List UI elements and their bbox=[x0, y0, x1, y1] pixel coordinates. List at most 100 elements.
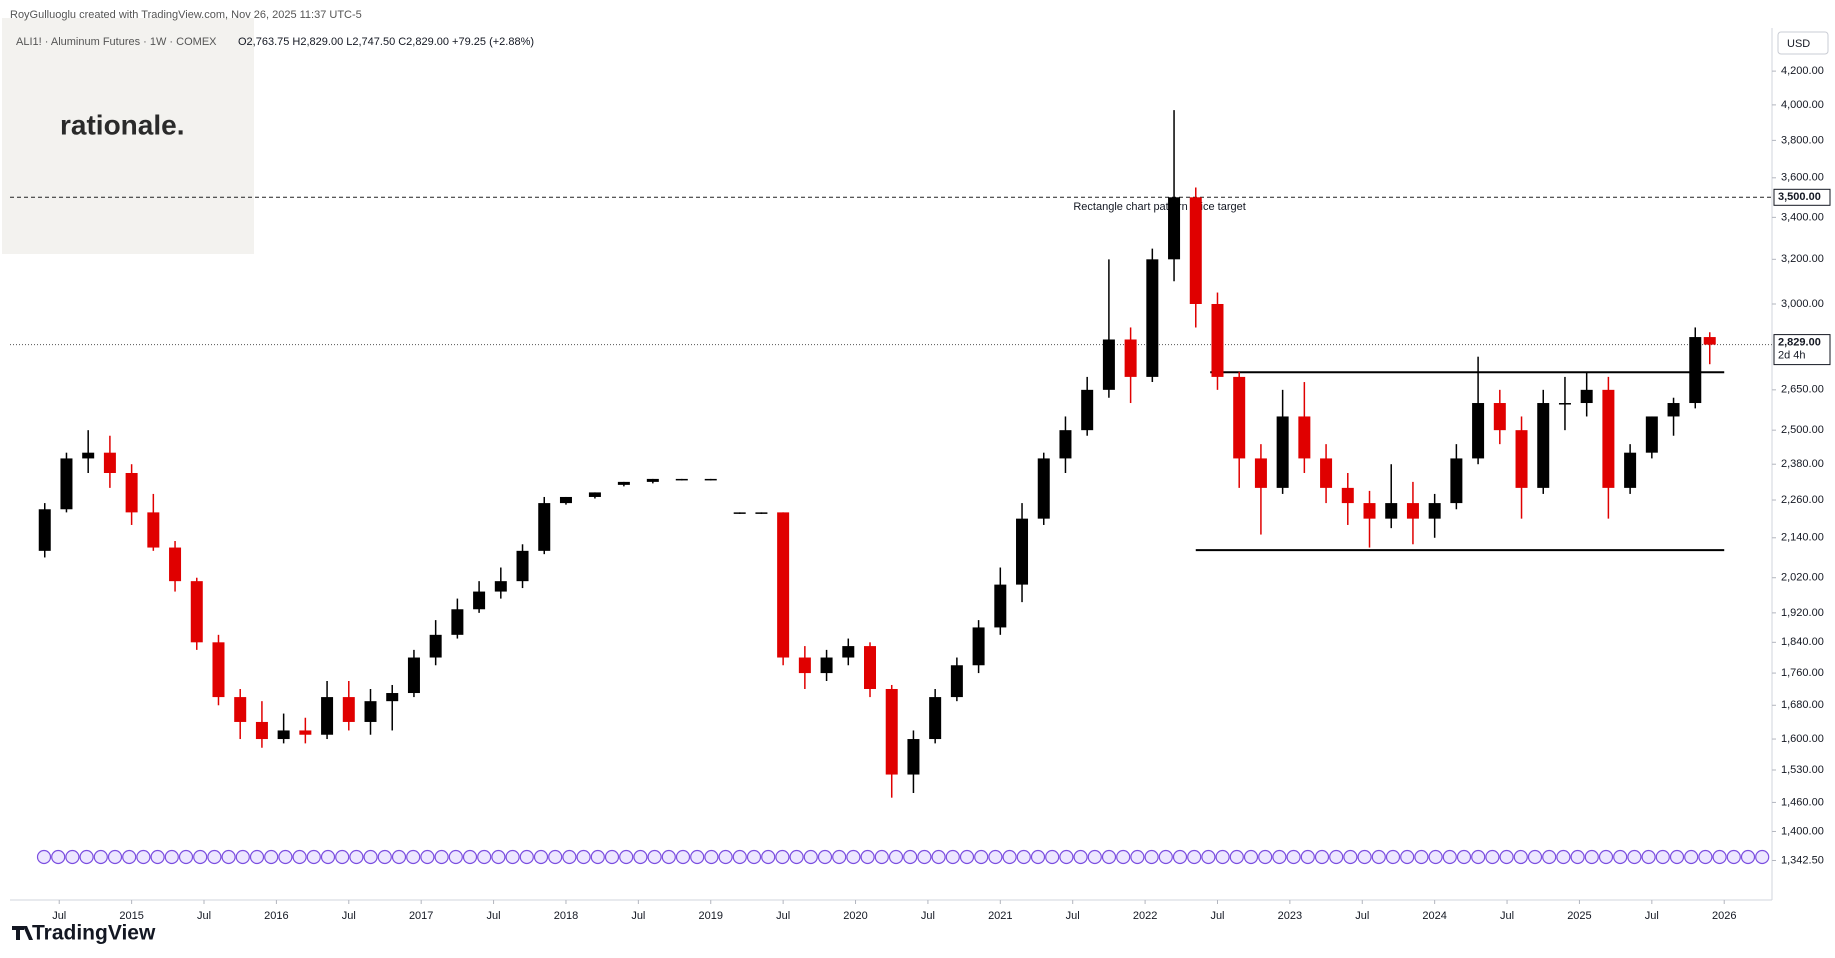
event-icon bbox=[1527, 849, 1543, 865]
event-icon bbox=[363, 849, 378, 865]
x-tick-label: 2018 bbox=[554, 910, 578, 922]
event-icon bbox=[1059, 849, 1074, 865]
candle-body bbox=[103, 452, 116, 473]
event-icon bbox=[377, 849, 392, 865]
candle-body bbox=[299, 730, 312, 735]
event-icon bbox=[420, 849, 435, 865]
y-tick-label: 3,400.00 bbox=[1781, 211, 1824, 223]
candle-body bbox=[277, 730, 290, 740]
x-tick-label: Jul bbox=[197, 910, 211, 922]
candle-body bbox=[234, 697, 247, 722]
event-icon bbox=[406, 849, 421, 865]
event-icon bbox=[1712, 849, 1727, 865]
event-icon bbox=[235, 849, 250, 865]
candle-body bbox=[885, 688, 898, 775]
candle-body bbox=[386, 693, 399, 702]
event-icon bbox=[448, 849, 463, 865]
event-icon bbox=[590, 849, 605, 865]
event-icon bbox=[491, 849, 506, 865]
event-icon bbox=[1101, 849, 1117, 865]
event-icon bbox=[292, 849, 307, 865]
candle-body bbox=[1689, 337, 1702, 404]
candle-body bbox=[147, 512, 160, 548]
event-icon bbox=[1258, 849, 1273, 865]
y-tick-label: 2,020.00 bbox=[1781, 572, 1824, 584]
event-icon bbox=[988, 849, 1003, 865]
candle-body bbox=[929, 697, 942, 740]
x-tick-label: Jul bbox=[631, 910, 645, 922]
last-price-label: 2,829.00 bbox=[1778, 337, 1821, 349]
x-tick-label: Jul bbox=[1645, 910, 1659, 922]
candle-body bbox=[1254, 458, 1267, 488]
credit: RoyGulluoglu created with TradingView.co… bbox=[10, 9, 362, 21]
event-icon bbox=[576, 849, 591, 865]
event-icon bbox=[1329, 849, 1344, 865]
candle-body bbox=[364, 701, 377, 722]
x-tick-label: Jul bbox=[1210, 910, 1224, 922]
candle-body bbox=[1189, 197, 1202, 304]
candle-body bbox=[617, 481, 630, 485]
candle-body bbox=[559, 496, 572, 504]
event-icon bbox=[1513, 849, 1528, 865]
y-tick-label: 1,680.00 bbox=[1781, 699, 1824, 711]
y-tick-label: 3,200.00 bbox=[1781, 253, 1824, 265]
event-icon bbox=[249, 849, 265, 865]
x-tick-label: Jul bbox=[1066, 910, 1080, 922]
currency-box[interactable] bbox=[1777, 31, 1829, 55]
candle-body bbox=[1320, 458, 1333, 488]
candle-body bbox=[755, 512, 768, 514]
candle-body bbox=[1645, 416, 1658, 453]
candle-body bbox=[342, 697, 355, 722]
event-icon bbox=[562, 849, 577, 865]
event-icon bbox=[1414, 849, 1429, 865]
event-icon bbox=[1201, 849, 1216, 865]
x-tick-label: 2015 bbox=[119, 910, 143, 922]
event-icon bbox=[1215, 849, 1230, 865]
x-tick-label: 2025 bbox=[1567, 910, 1591, 922]
event-icon bbox=[1286, 849, 1301, 865]
event-icon bbox=[1172, 849, 1188, 865]
event-icon bbox=[1726, 849, 1741, 865]
last-price-box bbox=[1773, 334, 1831, 366]
event-icon bbox=[661, 849, 676, 865]
candle-body bbox=[125, 472, 138, 513]
event-icon bbox=[193, 849, 208, 865]
event-icon bbox=[1755, 849, 1770, 865]
event-icon bbox=[122, 849, 137, 865]
event-icon bbox=[633, 849, 648, 865]
x-tick-label: Jul bbox=[776, 910, 790, 922]
candle-body bbox=[1667, 403, 1680, 417]
candle-body bbox=[1363, 503, 1376, 519]
symbol: ALI1! · Aluminum Futures · 1W · COMEX bbox=[16, 36, 217, 48]
candle-body bbox=[950, 665, 963, 698]
x-tick-label: 2017 bbox=[409, 910, 433, 922]
y-tick-label: 2,260.00 bbox=[1781, 494, 1824, 506]
event-icon bbox=[1684, 849, 1699, 865]
event-icon bbox=[1016, 849, 1031, 865]
event-icon bbox=[335, 849, 350, 865]
event-icon bbox=[79, 849, 94, 865]
event-icon bbox=[178, 849, 194, 865]
candle-body bbox=[1537, 403, 1550, 488]
candle-body bbox=[675, 478, 688, 481]
candle-body bbox=[733, 512, 746, 514]
event-icon bbox=[505, 849, 520, 865]
candle-body bbox=[588, 492, 601, 497]
countdown: 2d 4h bbox=[1778, 350, 1806, 362]
event-icon bbox=[477, 849, 492, 865]
x-tick-label: Jul bbox=[1500, 910, 1514, 922]
x-tick-label: 2022 bbox=[1133, 910, 1157, 922]
y-tick-label: 3,000.00 bbox=[1781, 298, 1824, 310]
candle-body bbox=[1124, 339, 1137, 377]
event-icon bbox=[888, 849, 904, 865]
event-icon bbox=[519, 849, 534, 865]
event-icon bbox=[36, 849, 52, 865]
event-icon bbox=[1130, 849, 1145, 865]
candle-body bbox=[538, 503, 551, 551]
event-icon bbox=[264, 849, 279, 865]
x-tick-label: 2020 bbox=[843, 910, 867, 922]
event-icon bbox=[1243, 849, 1259, 865]
target-price-label: 3,500.00 bbox=[1778, 191, 1821, 203]
event-icon bbox=[1442, 849, 1457, 865]
y-tick-label: 1,840.00 bbox=[1781, 636, 1824, 648]
